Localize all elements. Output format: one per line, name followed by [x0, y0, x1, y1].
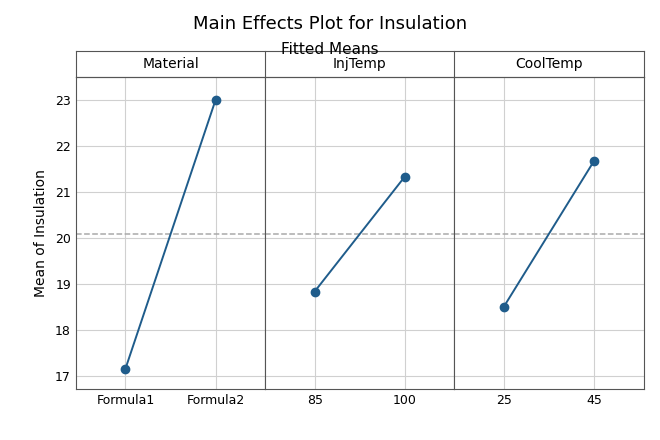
Text: InjTemp: InjTemp [333, 57, 387, 71]
Y-axis label: Mean of Insulation: Mean of Insulation [34, 169, 48, 297]
Text: CoolTemp: CoolTemp [515, 57, 583, 71]
Text: Material: Material [142, 57, 199, 71]
Text: Main Effects Plot for Insulation: Main Effects Plot for Insulation [193, 15, 467, 33]
Text: Fitted Means: Fitted Means [281, 42, 379, 57]
